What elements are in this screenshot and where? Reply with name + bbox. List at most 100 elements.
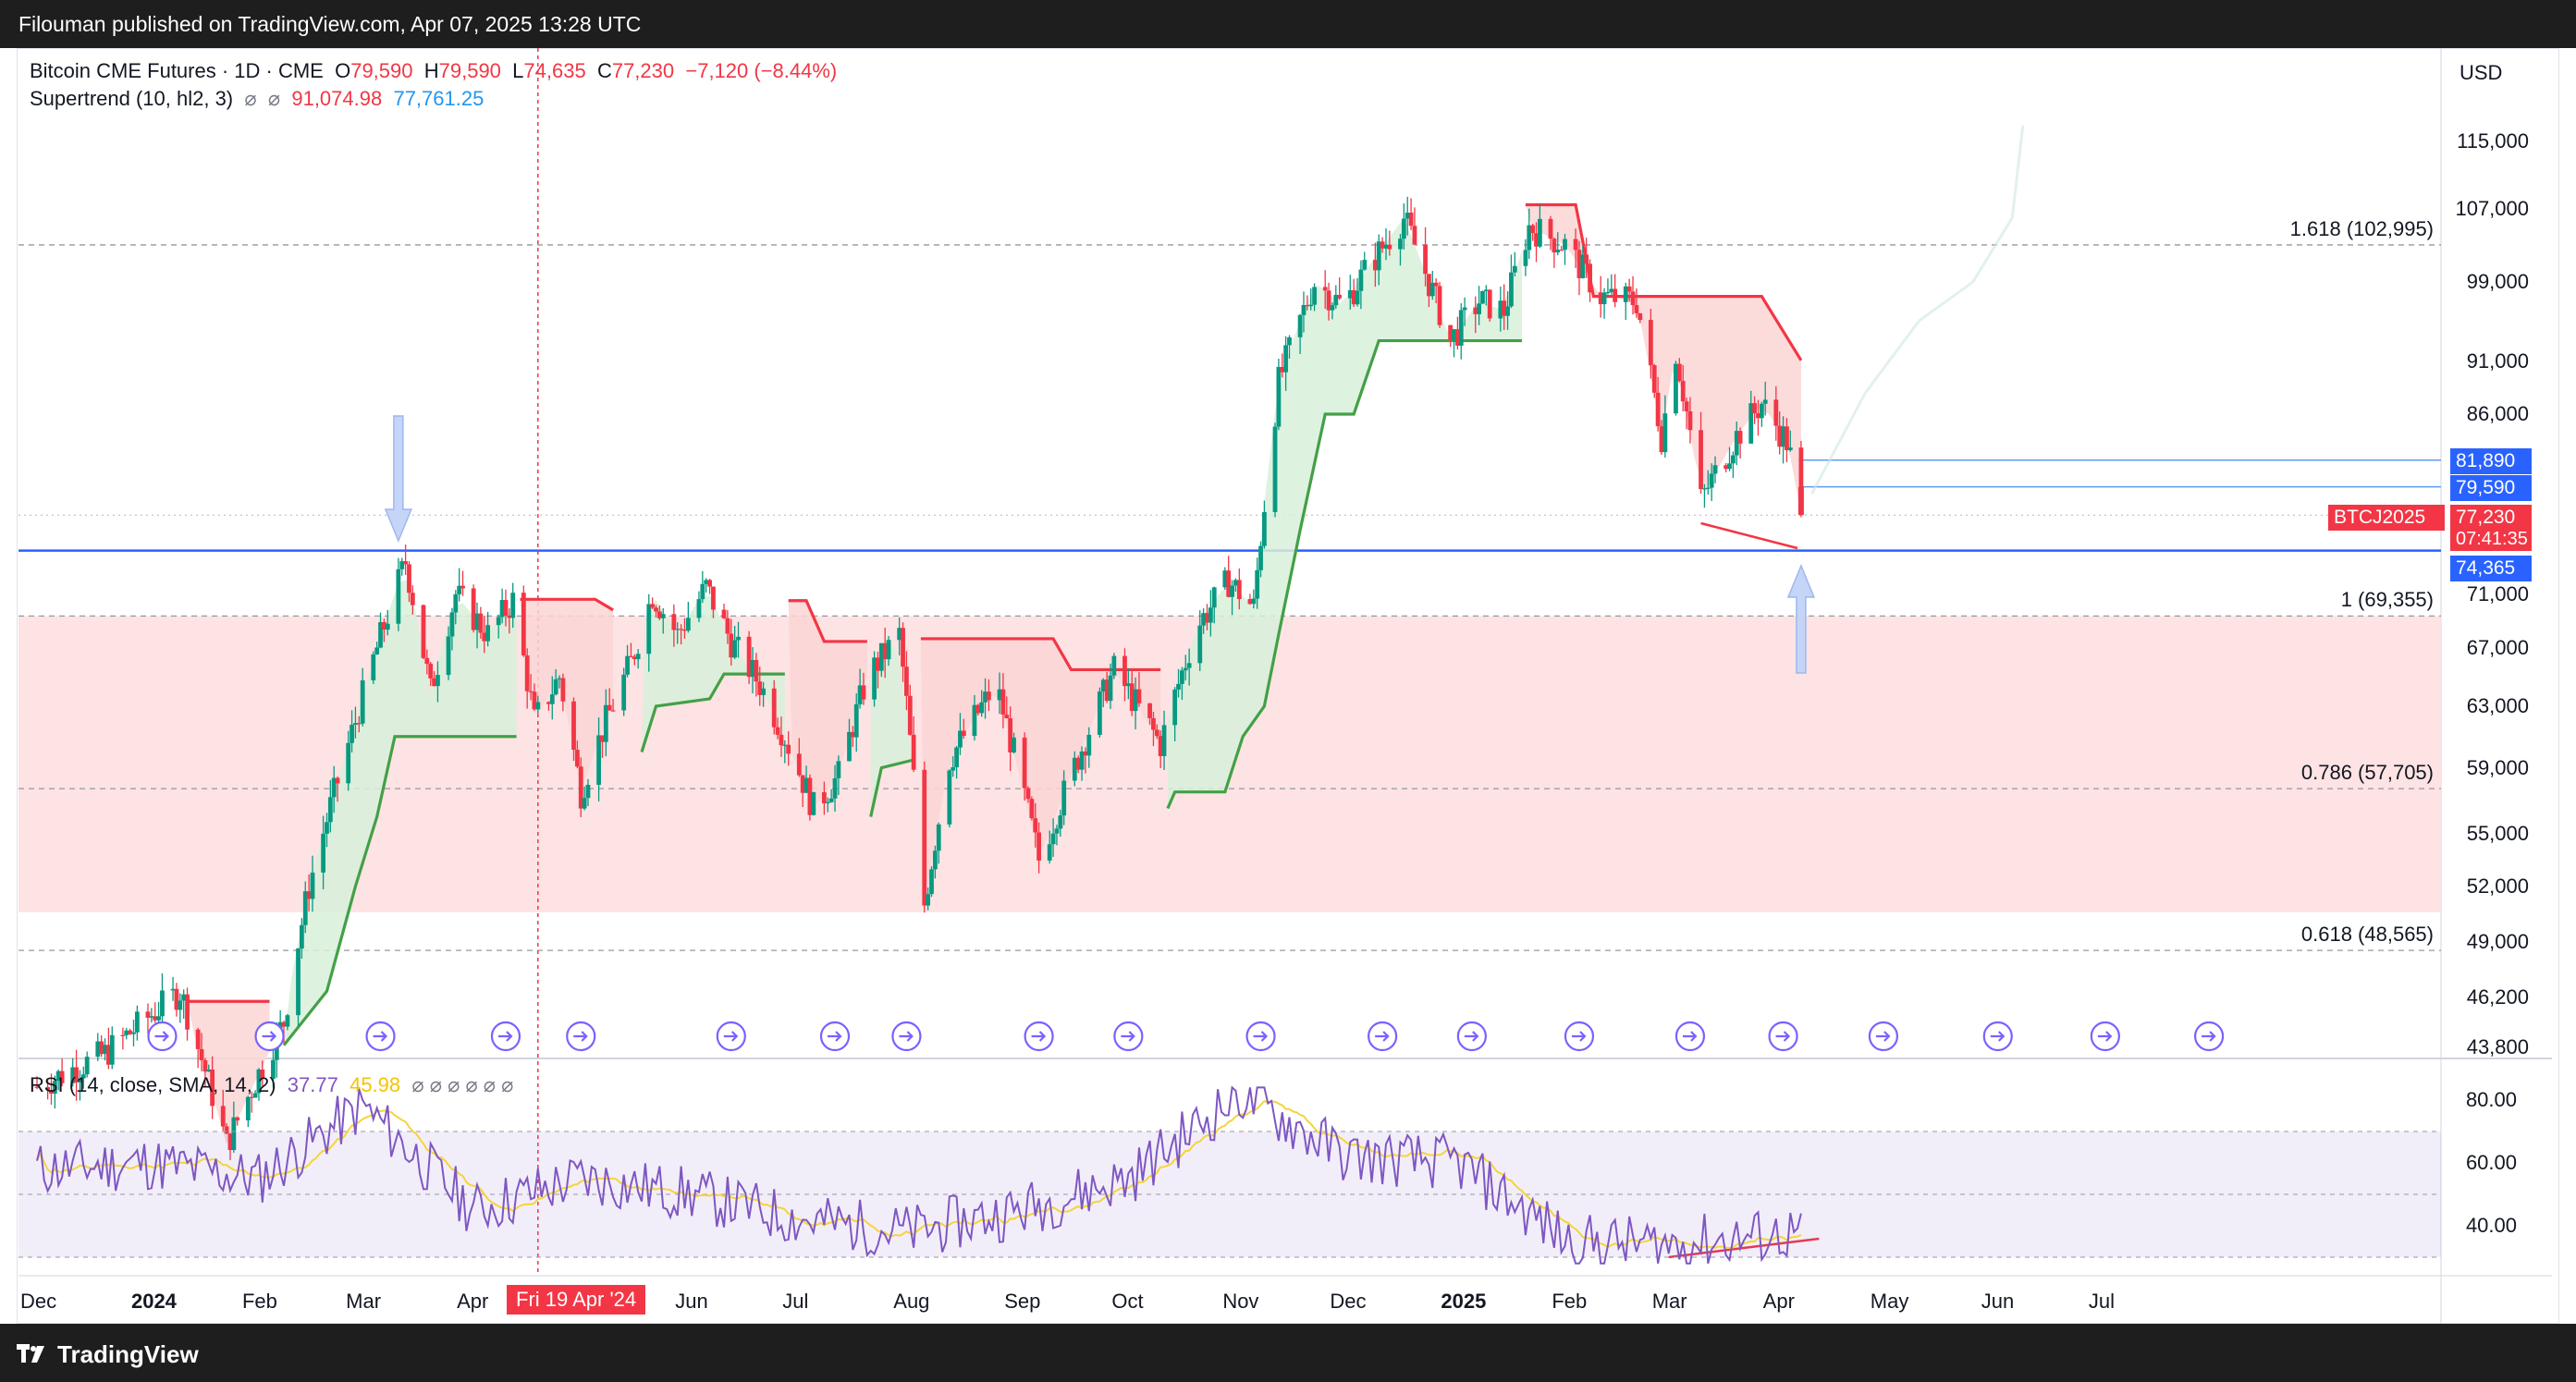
currency-label[interactable]: USD — [2459, 61, 2503, 84]
price-tick: 67,000 — [2466, 636, 2529, 660]
supertrend-up-value: 77,761.25 — [393, 87, 485, 110]
rsi-ma-line — [36, 1100, 1802, 1249]
candle-body — [654, 607, 658, 612]
price-tick: 107,000 — [2455, 197, 2529, 221]
candle-body — [610, 710, 616, 712]
candle-body — [1100, 679, 1106, 692]
candle-body — [886, 640, 891, 660]
candle-body — [421, 605, 426, 658]
candle-body — [1709, 473, 1714, 488]
candle-body — [1061, 780, 1067, 816]
candle-body — [1401, 218, 1406, 239]
time-tick: Dec — [20, 1290, 57, 1313]
candle-body — [1405, 213, 1410, 219]
candle-body — [782, 744, 788, 746]
price-tick: 91,000 — [2466, 349, 2529, 373]
candle-body — [1638, 312, 1643, 321]
candle-body — [775, 727, 780, 735]
rsi-ma-value: 45.98 — [350, 1073, 401, 1096]
candle-body — [1136, 689, 1142, 703]
event-arrow-icon — [1990, 1031, 2006, 1042]
candle-body — [679, 629, 683, 630]
candle-body — [779, 734, 784, 746]
candle-body — [1050, 833, 1056, 845]
symbol-legend: Bitcoin CME Futures · 1D · CME O79,590 H… — [30, 59, 837, 83]
candle-body — [1176, 683, 1181, 690]
candle-body — [1523, 250, 1528, 266]
candle-body — [285, 1015, 290, 1027]
supertrend-fill — [1525, 204, 1801, 516]
time-tick: 2024 — [130, 1290, 177, 1313]
candle-body — [596, 735, 601, 785]
candle-body — [356, 723, 362, 725]
time-tick: Mar — [346, 1290, 382, 1313]
candle-body — [1197, 625, 1203, 664]
candle-body — [807, 777, 813, 815]
candle-body — [128, 1030, 133, 1034]
candle-body — [245, 1096, 251, 1120]
candle-body — [1362, 260, 1368, 270]
candle-body — [535, 702, 541, 710]
ghost-projection — [1864, 320, 1920, 394]
candle-body — [145, 1011, 151, 1018]
last-candle — [1797, 486, 1804, 516]
candle-body — [1226, 570, 1232, 597]
candle-body — [1737, 431, 1743, 444]
candle-body — [306, 891, 312, 899]
candle-body — [771, 688, 777, 728]
supertrend-legend[interactable]: Supertrend (10, hl2, 3) ⌀ ⌀ 91,074.98 77… — [30, 87, 484, 111]
candle-body — [650, 604, 656, 608]
symbol-title[interactable]: Bitcoin CME Futures · 1D · CME — [30, 59, 324, 82]
candle-body — [932, 850, 938, 870]
candle-body — [1355, 290, 1360, 305]
candle-body — [271, 1059, 276, 1080]
candle-body — [325, 822, 329, 834]
last-price-value: 77,230 — [2456, 507, 2516, 528]
candle-body — [800, 775, 805, 793]
price-tick: 55,000 — [2466, 821, 2529, 845]
candle-body — [1079, 751, 1085, 770]
rsi-legend[interactable]: RSI (14, close, SMA, 14, 2) 37.77 45.98 … — [30, 1073, 513, 1097]
candle-body — [103, 1045, 107, 1055]
candle-body — [1004, 715, 1010, 719]
candle-body — [585, 784, 591, 799]
candle-body — [1125, 683, 1131, 687]
open-value: 79,590 — [350, 59, 413, 82]
candle-body — [1380, 241, 1385, 249]
supertrend-down-value: 91,074.98 — [291, 87, 383, 110]
candle-body — [582, 798, 587, 809]
close-value: 77,230 — [611, 59, 675, 82]
candle-body — [331, 777, 337, 798]
candle-body — [704, 580, 709, 584]
candle-body — [1230, 585, 1234, 597]
candle-body — [922, 769, 927, 906]
candle-body — [1762, 399, 1768, 404]
candle-body — [106, 1045, 111, 1065]
supertrend-fill — [870, 643, 914, 817]
candle-body — [1563, 238, 1567, 251]
candle-body — [553, 679, 558, 695]
candle-body — [786, 744, 791, 754]
candle-body — [1180, 670, 1184, 684]
candle-body — [1111, 655, 1117, 676]
candle-body — [407, 564, 411, 593]
candle-body — [1454, 329, 1460, 346]
candle-body — [1133, 689, 1138, 712]
candle-body — [901, 628, 905, 667]
candle-body — [1477, 303, 1482, 314]
candle-body — [1687, 410, 1693, 431]
change-value: −7,120 (−8.44%) — [685, 59, 838, 82]
candle-body — [729, 633, 734, 658]
candle-body — [1509, 272, 1514, 307]
candle-body — [302, 891, 308, 925]
candle-body — [1705, 487, 1711, 489]
candle-body — [1272, 426, 1278, 512]
candle-body — [1222, 570, 1228, 588]
time-tick: Apr — [1762, 1290, 1795, 1313]
event-arrow-icon — [2097, 1031, 2113, 1042]
candle-body — [84, 1057, 90, 1075]
candle-body — [828, 798, 834, 802]
candle-body — [74, 1067, 79, 1082]
candle-body — [59, 1070, 65, 1083]
